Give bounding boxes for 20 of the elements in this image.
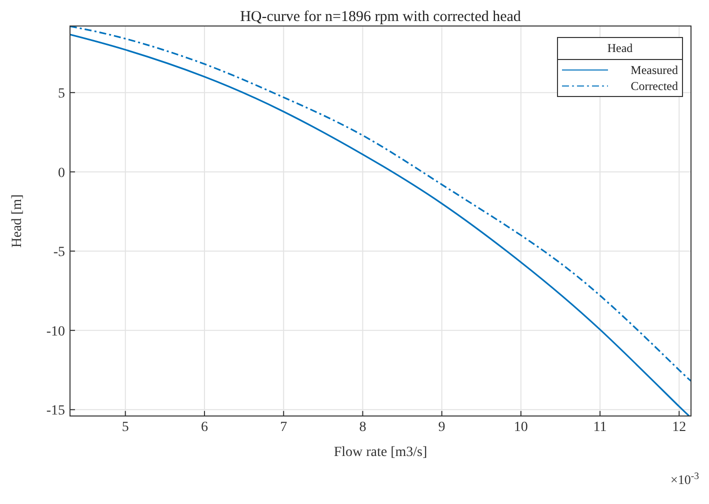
y-tick-label: 0: [58, 166, 65, 181]
legend-label: Corrected: [630, 78, 678, 94]
x-tick-label: 6: [200, 420, 208, 435]
x-axis-title: Flow rate [m3/s]: [334, 445, 428, 460]
x-tick-label: 5: [122, 420, 129, 435]
x-tick-label: 11: [593, 420, 607, 435]
x-tick-label: 8: [359, 420, 366, 435]
y-tick-label: -10: [46, 324, 65, 340]
x-tick-label: 9: [438, 420, 446, 435]
y-tick-label: 5: [58, 86, 65, 102]
text: ×10$^{-3}$: [670, 470, 700, 487]
legend-label: Measured: [630, 62, 678, 78]
x-tick-label: 10: [514, 420, 528, 435]
y-tick-label: -15: [46, 404, 65, 419]
x-tick-label: 7: [280, 420, 288, 435]
legend-title: Head: [558, 38, 682, 60]
y-tick-label: -5: [53, 245, 65, 260]
x-tick-label: 12: [672, 420, 686, 435]
chart-title: HQ-curve for n=1896 rpm with corrected head: [240, 9, 522, 25]
y-axis-title: Head [m]: [10, 194, 25, 248]
